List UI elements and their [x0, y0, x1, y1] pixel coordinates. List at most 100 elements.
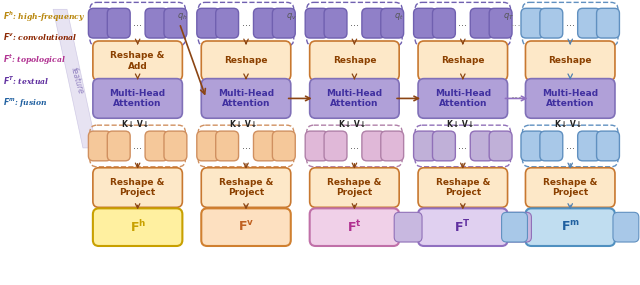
- Text: ...: ...: [350, 141, 359, 151]
- Text: ...: ...: [511, 18, 522, 28]
- FancyBboxPatch shape: [525, 208, 615, 246]
- FancyBboxPatch shape: [525, 41, 615, 81]
- Text: $\bfit{F}^v$: convolutional: $\bfit{F}^v$: convolutional: [3, 31, 78, 42]
- Text: Reshape: Reshape: [333, 56, 376, 65]
- Text: ...: ...: [133, 141, 142, 151]
- Text: ...: ...: [350, 18, 359, 28]
- Text: ...: ...: [458, 18, 467, 28]
- Text: ...: ...: [133, 18, 142, 28]
- FancyBboxPatch shape: [324, 131, 347, 161]
- FancyBboxPatch shape: [145, 131, 168, 161]
- FancyBboxPatch shape: [93, 208, 182, 246]
- FancyBboxPatch shape: [273, 131, 295, 161]
- Text: Reshape &
Project: Reshape & Project: [219, 178, 273, 197]
- Text: $\bfit{F}^t$: topological: $\bfit{F}^t$: topological: [3, 53, 67, 67]
- Text: $\bfit{F}^h$: high-frequency: $\bfit{F}^h$: high-frequency: [3, 9, 86, 24]
- FancyBboxPatch shape: [525, 79, 615, 118]
- FancyBboxPatch shape: [310, 79, 399, 118]
- FancyBboxPatch shape: [418, 41, 508, 81]
- Text: Multi-Head
Attention: Multi-Head Attention: [542, 89, 598, 108]
- Text: K↓ V↓: K↓ V↓: [447, 120, 474, 129]
- FancyBboxPatch shape: [362, 8, 385, 38]
- Text: Multi-Head
Attention: Multi-Head Attention: [109, 89, 166, 108]
- Text: Reshape &
Project: Reshape & Project: [436, 178, 490, 197]
- Text: ...: ...: [566, 141, 575, 151]
- Text: Reshape &
Project: Reshape & Project: [111, 178, 165, 197]
- FancyBboxPatch shape: [418, 168, 508, 207]
- FancyBboxPatch shape: [201, 41, 291, 81]
- Text: $\bfit{F}^m$: fusion: $\bfit{F}^m$: fusion: [3, 96, 48, 109]
- FancyBboxPatch shape: [540, 131, 563, 161]
- Text: K↓ V↓: K↓ V↓: [555, 120, 582, 129]
- FancyBboxPatch shape: [310, 41, 399, 81]
- FancyBboxPatch shape: [418, 208, 508, 246]
- Text: $\mathit{\mathbf{F^m}}$: $\mathit{\mathbf{F^m}}$: [561, 220, 580, 234]
- FancyBboxPatch shape: [88, 131, 111, 161]
- FancyBboxPatch shape: [362, 131, 385, 161]
- Text: Reshape &
Project: Reshape & Project: [543, 178, 597, 197]
- FancyBboxPatch shape: [433, 131, 455, 161]
- FancyBboxPatch shape: [201, 79, 291, 118]
- Text: K↓ V↓: K↓ V↓: [339, 120, 366, 129]
- Text: ...: ...: [511, 88, 522, 101]
- Text: $q_{T}$: $q_{T}$: [502, 11, 514, 22]
- FancyBboxPatch shape: [273, 8, 295, 38]
- Text: Multi-Head
Attention: Multi-Head Attention: [435, 89, 491, 108]
- Text: Reshape &
Add: Reshape & Add: [111, 51, 165, 70]
- FancyBboxPatch shape: [216, 131, 239, 161]
- FancyBboxPatch shape: [145, 8, 168, 38]
- FancyBboxPatch shape: [216, 8, 239, 38]
- FancyBboxPatch shape: [201, 208, 291, 246]
- Text: Reshape: Reshape: [548, 56, 592, 65]
- Text: feature: feature: [69, 66, 85, 95]
- FancyBboxPatch shape: [201, 168, 291, 207]
- FancyBboxPatch shape: [164, 8, 187, 38]
- FancyBboxPatch shape: [164, 131, 187, 161]
- Text: Reshape: Reshape: [224, 56, 268, 65]
- FancyBboxPatch shape: [413, 8, 436, 38]
- FancyBboxPatch shape: [310, 168, 399, 207]
- Text: Multi-Head
Attention: Multi-Head Attention: [326, 89, 383, 108]
- Text: $q_{h}$: $q_{h}$: [177, 11, 188, 22]
- FancyBboxPatch shape: [305, 8, 328, 38]
- Text: $q_{v}$: $q_{v}$: [286, 11, 297, 22]
- FancyBboxPatch shape: [108, 131, 130, 161]
- FancyBboxPatch shape: [253, 131, 276, 161]
- FancyBboxPatch shape: [521, 8, 544, 38]
- FancyBboxPatch shape: [381, 8, 404, 38]
- FancyBboxPatch shape: [596, 131, 620, 161]
- FancyBboxPatch shape: [502, 212, 527, 242]
- FancyBboxPatch shape: [196, 8, 220, 38]
- FancyBboxPatch shape: [88, 8, 111, 38]
- Text: ...: ...: [241, 18, 250, 28]
- Text: $\mathit{\mathbf{F^h}}$: $\mathit{\mathbf{F^h}}$: [129, 219, 146, 235]
- Text: $\mathit{\mathbf{F^v}}$: $\mathit{\mathbf{F^v}}$: [238, 220, 254, 234]
- FancyBboxPatch shape: [613, 212, 639, 242]
- FancyBboxPatch shape: [489, 8, 512, 38]
- FancyBboxPatch shape: [433, 8, 455, 38]
- Text: $q_{t}$: $q_{t}$: [394, 11, 404, 22]
- Text: ...: ...: [566, 18, 575, 28]
- FancyBboxPatch shape: [578, 131, 600, 161]
- FancyBboxPatch shape: [310, 208, 399, 246]
- FancyBboxPatch shape: [305, 131, 328, 161]
- FancyBboxPatch shape: [394, 212, 422, 242]
- FancyBboxPatch shape: [489, 131, 512, 161]
- FancyBboxPatch shape: [93, 79, 182, 118]
- FancyBboxPatch shape: [470, 131, 493, 161]
- FancyBboxPatch shape: [540, 8, 563, 38]
- FancyBboxPatch shape: [324, 8, 347, 38]
- FancyBboxPatch shape: [196, 131, 220, 161]
- FancyBboxPatch shape: [381, 131, 404, 161]
- FancyBboxPatch shape: [525, 168, 615, 207]
- FancyBboxPatch shape: [418, 79, 508, 118]
- Text: K↓ V↓: K↓ V↓: [230, 120, 257, 129]
- FancyBboxPatch shape: [93, 168, 182, 207]
- FancyBboxPatch shape: [413, 131, 436, 161]
- FancyBboxPatch shape: [504, 212, 531, 242]
- FancyBboxPatch shape: [253, 8, 276, 38]
- Text: Reshape: Reshape: [441, 56, 484, 65]
- FancyBboxPatch shape: [108, 8, 130, 38]
- Polygon shape: [53, 9, 97, 148]
- Text: $\mathit{\mathbf{F^T}}$: $\mathit{\mathbf{F^T}}$: [454, 219, 471, 235]
